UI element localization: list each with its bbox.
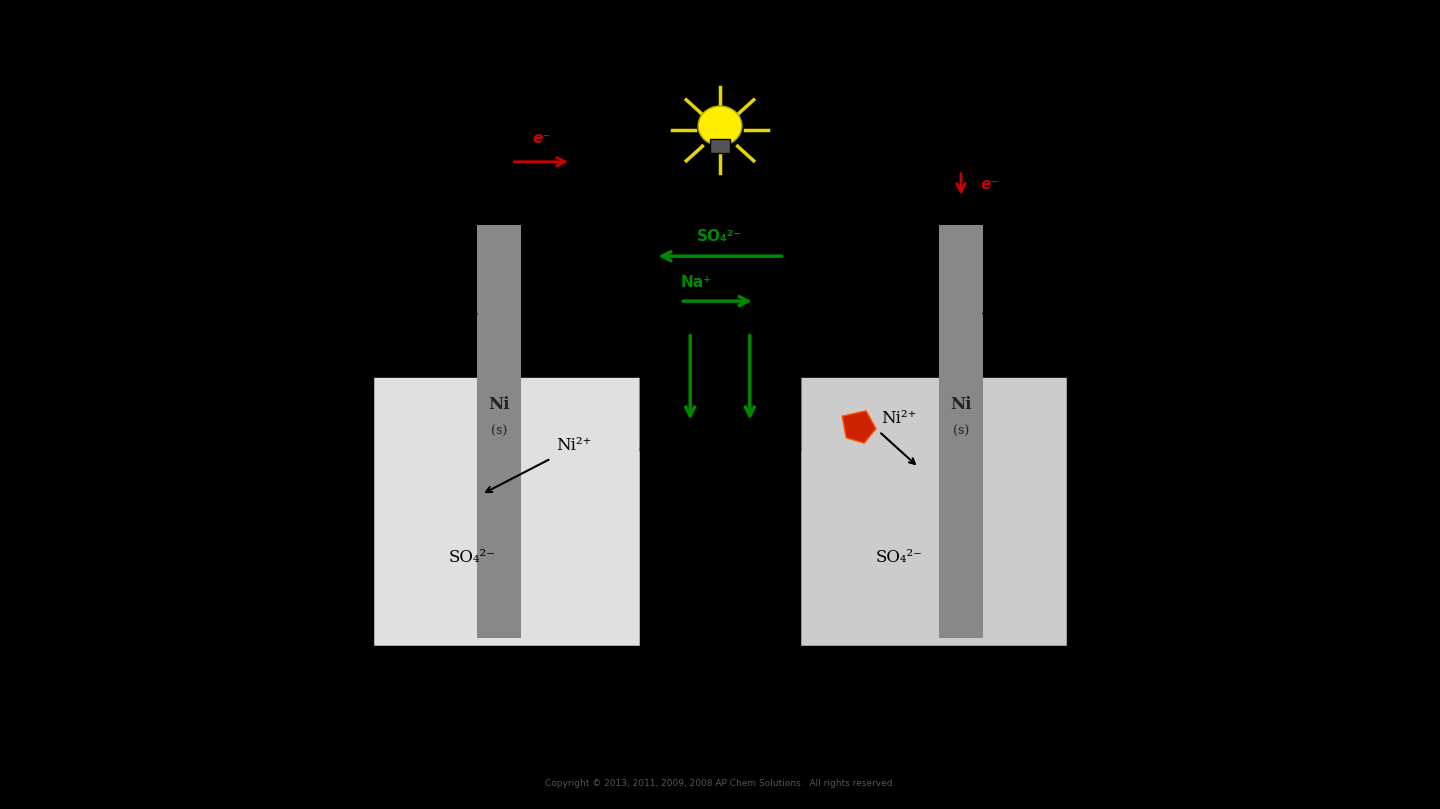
FancyBboxPatch shape [710,139,730,153]
Text: (-): (-) [487,193,511,211]
Text: (s): (s) [1008,688,1024,701]
Text: Copyright © 2013, 2011, 2009, 2008 AP Chem Solutions.  All rights reserved.: Copyright © 2013, 2011, 2009, 2008 AP Ch… [544,779,896,788]
Text: e⁻: e⁻ [531,130,550,146]
Polygon shape [842,411,876,443]
Text: SO₄²⁻: SO₄²⁻ [876,549,922,565]
Text: Oxidation ½ reaction: Oxidation ½ reaction [282,730,495,748]
Text: Ni²⁺: Ni²⁺ [556,437,592,454]
FancyBboxPatch shape [939,225,984,638]
Text: Reduction ½ reaction: Reduction ½ reaction [720,730,936,748]
Text: + 2 e⁻ → Ni: + 2 e⁻ → Ni [864,679,971,697]
Text: Ni: Ni [950,396,972,413]
Text: Ni²⁺: Ni²⁺ [881,410,916,427]
Text: SO₄²⁻: SO₄²⁻ [697,230,743,244]
Text: (s): (s) [491,425,507,438]
Circle shape [698,106,742,146]
Text: Concentration Cells: Concentration Cells [539,28,901,62]
Text: (aq, concentrated): (aq, concentrated) [737,689,842,700]
Text: (+): (+) [945,193,976,211]
FancyBboxPatch shape [477,225,521,638]
Text: Ni: Ni [253,679,275,697]
Text: (aq, diluted): (aq, diluted) [400,689,469,700]
Text: (s): (s) [281,688,297,701]
Text: Ni²⁺: Ni²⁺ [680,679,719,697]
Text: Ni: Ni [488,396,510,413]
Text: cathode: cathode [1094,265,1161,283]
Text: Na⁺: Na⁺ [680,275,711,290]
Text: + 2 e⁻: + 2 e⁻ [500,679,557,697]
Text: anode: anode [282,265,334,283]
Text: SO₄²⁻: SO₄²⁻ [448,549,495,565]
Text: Salt
Bridge: Salt Bridge [696,362,744,394]
Text: → Ni²⁺: → Ni²⁺ [310,679,369,697]
Text: e⁻: e⁻ [981,177,999,192]
Text: (s): (s) [953,425,969,438]
